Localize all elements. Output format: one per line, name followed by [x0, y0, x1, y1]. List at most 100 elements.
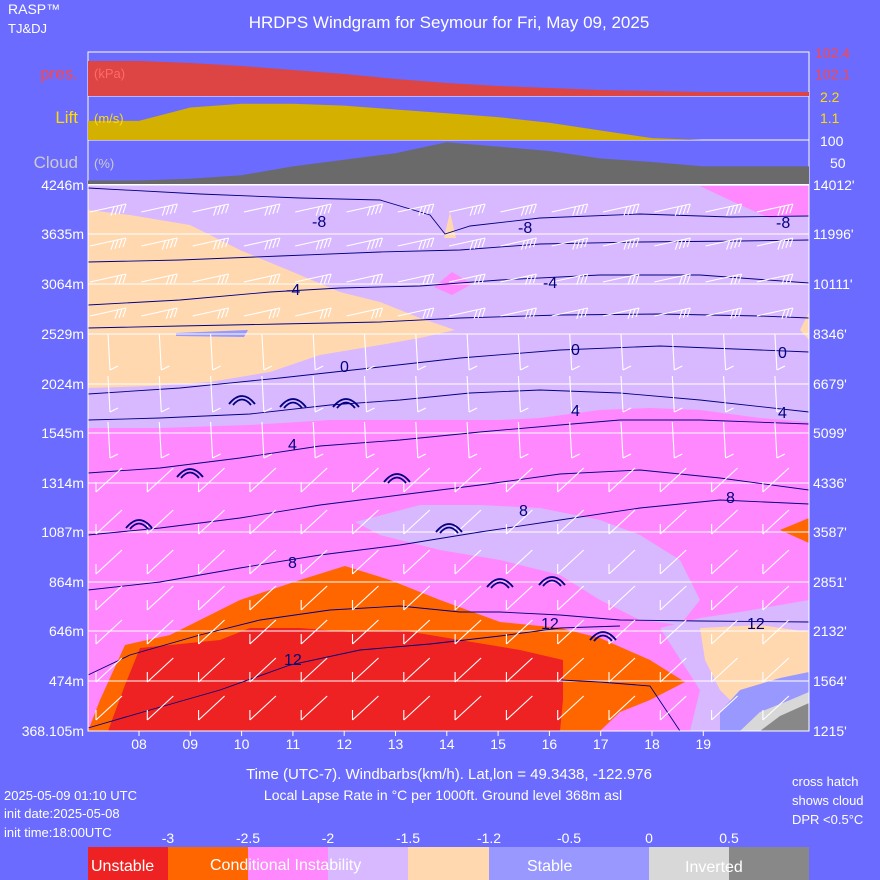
isotherm-line — [87, 499, 810, 591]
wind-barb — [192, 237, 230, 250]
wind-barb — [569, 333, 580, 371]
wind-barb — [146, 467, 174, 493]
wind-barb — [198, 585, 225, 611]
wind-barb — [654, 273, 691, 285]
wind-barb — [551, 273, 589, 285]
wind-barb — [89, 273, 127, 285]
wind-barb — [249, 585, 277, 611]
region-peach-upper — [88, 210, 455, 388]
wind-barb — [107, 375, 119, 413]
wind-barb — [300, 657, 328, 683]
wind-barb — [312, 333, 324, 371]
isotherm-line — [87, 274, 810, 306]
legend-value: -3 — [162, 830, 175, 846]
wind-barb — [517, 421, 529, 459]
isotherm-label: 8 — [519, 503, 528, 520]
cloudbase-marker — [383, 473, 411, 484]
wind-barb — [158, 421, 170, 459]
cloud-note-3: DPR <0.5°C — [792, 812, 863, 827]
wind-barb — [351, 619, 379, 645]
wind-barb — [415, 375, 427, 413]
wind-barb — [295, 273, 332, 285]
legend-inverted-light — [649, 847, 729, 880]
y-tick-label-left: 646m — [49, 623, 84, 639]
cloudbase-marker — [332, 398, 360, 409]
cloudbase-marker — [589, 631, 617, 642]
wind-barb — [363, 333, 375, 371]
wind-barb — [243, 273, 281, 285]
y-tick-label-left: 2024m — [41, 376, 84, 392]
pressure-unit: (kPa) — [94, 66, 125, 81]
wind-barb — [505, 695, 533, 721]
x-tick-label: 13 — [388, 736, 404, 752]
lift-unit: (m/s) — [94, 111, 124, 126]
x-tick-label: 18 — [644, 736, 660, 752]
wind-barb — [505, 549, 533, 575]
wind-barb — [762, 695, 790, 721]
lift-tick-top: 2.2 — [820, 89, 840, 105]
legend-unstable — [88, 847, 168, 880]
wind-barb — [300, 549, 328, 575]
y-axis-right: 14012' 11996' 10111' 8346' 6679' 5099' 4336' 35… — [813, 177, 855, 739]
y-tick-label-right: 3587' — [813, 524, 847, 540]
wind-barb — [466, 333, 478, 371]
wind-barb — [711, 467, 738, 493]
wind-barb — [363, 375, 375, 413]
wind-barb — [654, 307, 691, 319]
wind-barb — [261, 333, 273, 371]
chart-title: HRDPS Windgram for Seymour for Fri, May … — [249, 13, 650, 32]
isotherm-label: 12 — [284, 652, 302, 669]
wind-barb — [198, 619, 225, 645]
wind-barb — [363, 421, 375, 459]
pressure-tick-bottom: 102.1 — [815, 66, 850, 82]
y-tick-label-right: 1215' — [813, 723, 847, 739]
wind-barb — [762, 467, 790, 493]
wind-barb — [762, 585, 790, 611]
wind-barb — [295, 307, 332, 319]
legend-label-unstable: Unstable — [91, 858, 154, 875]
wind-barb — [192, 203, 230, 216]
x-tick-label: 11 — [286, 736, 301, 752]
cloudbase-marker — [125, 519, 153, 530]
wind-barb — [198, 549, 225, 575]
wind-barb — [249, 549, 277, 575]
y-tick-label-left: 3635m — [41, 226, 84, 242]
wind-barb — [774, 333, 786, 371]
wind-barb — [620, 421, 632, 459]
wind-barb — [243, 203, 281, 216]
wind-barb — [500, 307, 537, 319]
wind-barb — [454, 619, 482, 645]
wind-barb — [192, 273, 230, 285]
wind-barb — [659, 619, 687, 645]
wind-barb — [312, 421, 324, 459]
wind-barb — [671, 421, 683, 459]
wind-barb — [659, 467, 687, 493]
legend-pink — [248, 847, 328, 880]
isotherm-label: 0 — [778, 345, 787, 362]
isotherm-line — [559, 679, 681, 732]
legend-value: 0 — [645, 830, 653, 846]
lapse-rate-legend: -3 -2.5 -2 -1.5 -1.2 -0.5 0 0.5 Unstable… — [88, 830, 809, 880]
x-tick-label: 15 — [490, 736, 506, 752]
cloudbase-marker — [538, 576, 566, 587]
wind-barb — [403, 467, 431, 493]
wind-barb — [300, 509, 328, 535]
lapse-rate-regions — [88, 185, 809, 731]
wind-barb — [466, 375, 478, 413]
wind-barb — [141, 203, 178, 216]
wind-barb — [569, 421, 580, 459]
wind-barb — [551, 237, 589, 250]
wind-barb — [243, 237, 281, 250]
y-tick-label-right: 1564' — [813, 673, 847, 689]
pressure-tick-top: 102.4 — [815, 45, 850, 61]
wind-barb — [415, 333, 427, 371]
wind-barb — [146, 549, 174, 575]
isotherm-label: 8 — [288, 555, 297, 572]
pressure-label: pres. — [40, 64, 78, 83]
wind-barb — [762, 619, 790, 645]
legend-lavender — [328, 847, 408, 880]
x-tick-label: 19 — [696, 736, 712, 752]
y-tick-label-left: 1314m — [41, 475, 84, 491]
cloudbase-markers — [125, 395, 617, 642]
